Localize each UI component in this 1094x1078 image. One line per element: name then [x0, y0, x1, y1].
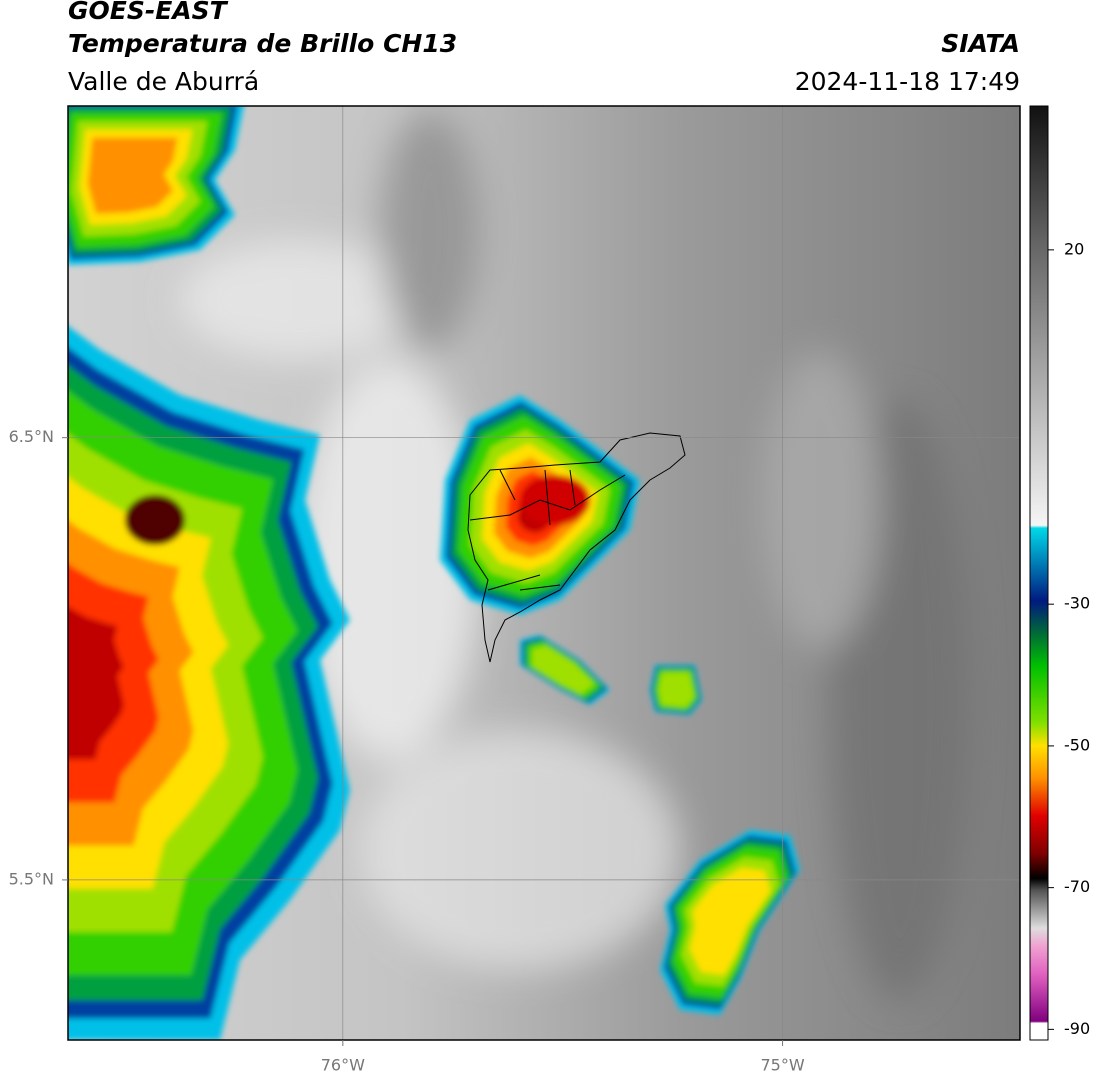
cloud-layer [125, 495, 185, 545]
cloud-layer [532, 645, 595, 695]
colorbar-label: -90 [1064, 1019, 1090, 1038]
lat-label: 6.5°N [9, 427, 54, 446]
region: Valle de Aburrá [68, 67, 259, 96]
satellite-image [68, 106, 1020, 1040]
lon-label: 75°W [760, 1056, 804, 1075]
subtitle: Temperatura de Brillo CH13 [68, 29, 457, 58]
title: GOES-EAST [68, 0, 229, 25]
cloud-layer [520, 475, 590, 525]
colorbar-label: 20 [1064, 239, 1084, 258]
lat-label: 5.5°N [9, 869, 54, 888]
cloud-layer [68, 606, 124, 760]
map-frame [67, 105, 1021, 1041]
cloud-layer [658, 672, 695, 708]
colorbar-label: -70 [1064, 877, 1090, 896]
cloud-layer [87, 137, 178, 214]
colorbar-label: -50 [1064, 735, 1090, 754]
timestamp: 2024-11-18 17:49 [795, 67, 1020, 96]
source: SIATA [941, 29, 1020, 58]
municipal-boundaries [467, 432, 686, 663]
colorbar-label: -30 [1064, 594, 1090, 613]
lon-label: 76°W [321, 1056, 365, 1075]
cloud-layer [689, 867, 771, 976]
colorbar [1029, 105, 1049, 1041]
